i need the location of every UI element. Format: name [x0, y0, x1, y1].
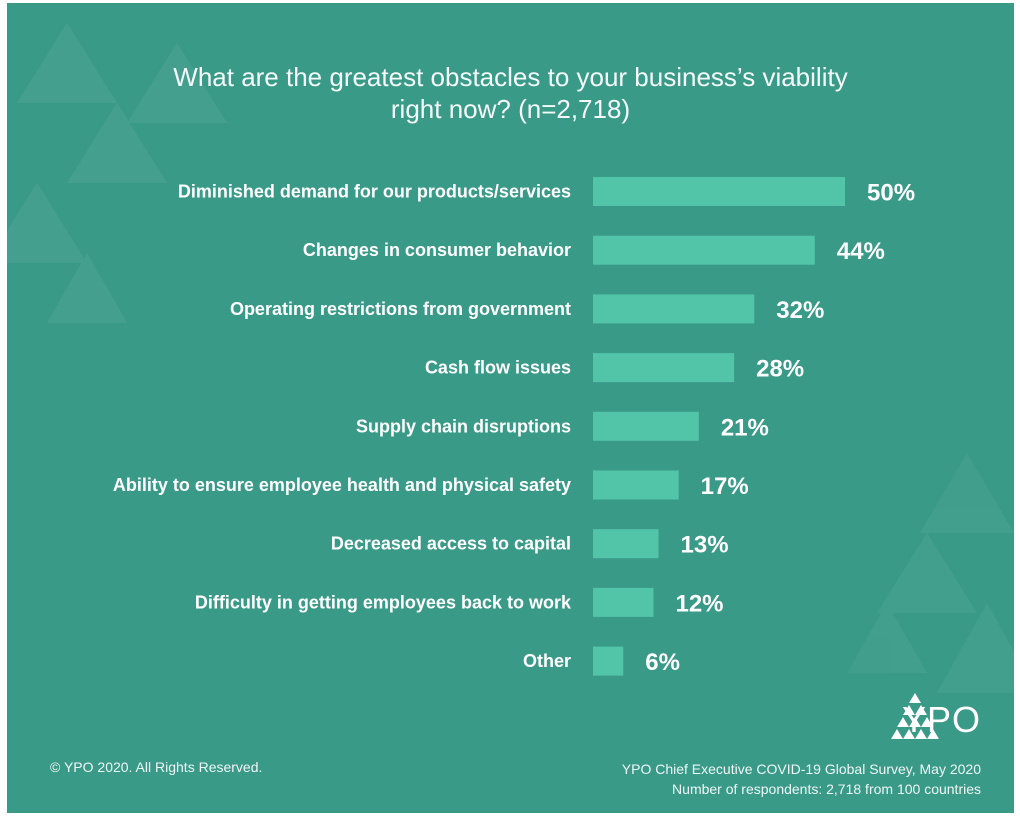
- chart-title: What are the greatest obstacles to your …: [7, 61, 1014, 125]
- bar-chart: Diminished demand for our products/servi…: [113, 177, 915, 676]
- bar: [593, 646, 624, 676]
- category-label: Decreased access to capital: [331, 534, 571, 554]
- source-note: YPO Chief Executive COVID-19 Global Surv…: [622, 759, 981, 799]
- category-label: Diminished demand for our products/servi…: [178, 182, 571, 202]
- category-label: Changes in consumer behavior: [303, 240, 571, 260]
- value-label: 28%: [756, 356, 804, 383]
- category-label: Cash flow issues: [425, 358, 571, 378]
- chart-title-line-2: right now? (n=2,718): [390, 94, 631, 124]
- category-label: Other: [523, 651, 571, 671]
- value-label: 21%: [721, 414, 769, 441]
- bar: [593, 353, 735, 383]
- copyright-notice: © YPO 2020. All Rights Reserved.: [50, 759, 263, 775]
- bar: [593, 587, 654, 617]
- ypo-triangle-icon: [891, 693, 939, 739]
- category-label: Difficulty in getting employees back to …: [195, 592, 572, 612]
- bar: [593, 411, 699, 441]
- category-label: Ability to ensure employee health and ph…: [113, 475, 571, 495]
- background-triangle-pattern: [7, 23, 1014, 693]
- bar: [593, 235, 815, 265]
- value-label: 44%: [837, 238, 885, 265]
- value-label: 17%: [701, 473, 749, 500]
- category-label: Operating restrictions from government: [230, 299, 571, 319]
- bar: [593, 529, 659, 559]
- chart-title-line-1: What are the greatest obstacles to your …: [173, 62, 848, 92]
- infographic-card: What are the greatest obstacles to your …: [7, 3, 1014, 813]
- ypo-logo-text: YPO: [902, 699, 982, 740]
- source-line-1: YPO Chief Executive COVID-19 Global Surv…: [621, 761, 981, 777]
- value-label: 32%: [776, 297, 824, 324]
- value-label: 12%: [675, 590, 723, 617]
- source-line-2: Number of respondents: 2,718 from 100 co…: [672, 781, 981, 797]
- category-label: Supply chain disruptions: [356, 416, 571, 436]
- value-label: 13%: [681, 532, 729, 559]
- value-label: 6%: [645, 649, 680, 676]
- value-label: 50%: [867, 180, 915, 207]
- bar: [593, 294, 755, 324]
- bar: [593, 470, 679, 500]
- bar: [593, 177, 845, 206]
